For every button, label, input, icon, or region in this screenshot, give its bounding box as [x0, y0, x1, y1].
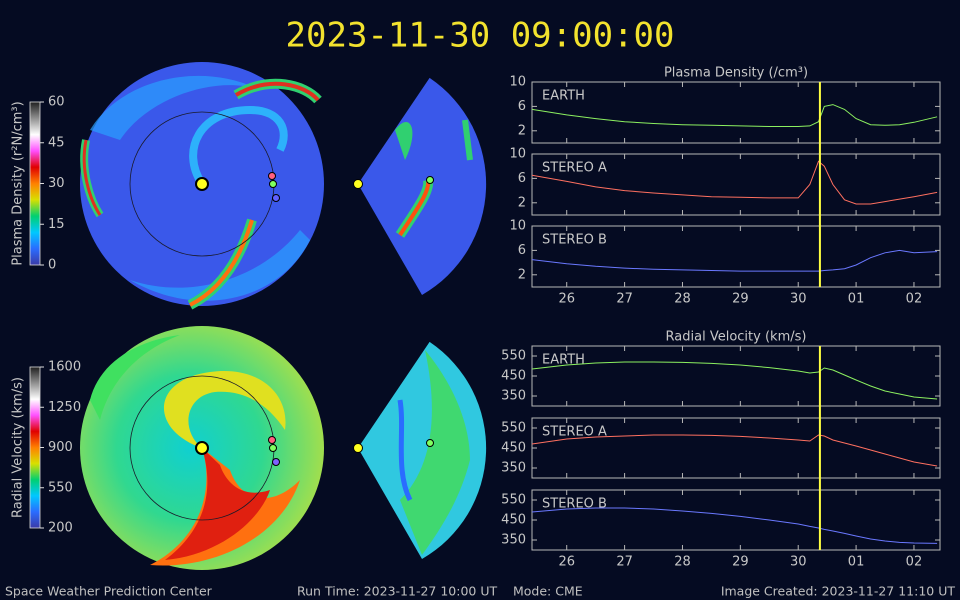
x-tick-label: 02 — [906, 555, 923, 570]
panel-label: EARTH — [542, 353, 585, 368]
velocity-map — [80, 326, 487, 570]
y-tick-label: 2 — [518, 195, 526, 210]
x-tick-label: 01 — [848, 555, 865, 570]
chart-title: Radial Velocity (km/s) — [666, 330, 807, 345]
colorbar-tick-label: 1600 — [48, 360, 81, 375]
colorbar-tick-label: 15 — [48, 217, 65, 232]
footer-created: Image Created: 2023-11-27 11:10 UT — [721, 584, 956, 599]
y-tick-label: 6 — [518, 171, 526, 186]
y-tick-label: 6 — [518, 99, 526, 114]
x-tick-label: 28 — [674, 555, 691, 570]
data-line — [531, 434, 938, 467]
panel — [531, 225, 941, 288]
colorbar-label: Plasma Density (r²N/cm³) — [11, 101, 26, 265]
x-tick-label: 27 — [616, 292, 633, 307]
x-tick-label: 29 — [732, 555, 749, 570]
panel-label: STEREO B — [542, 233, 607, 248]
y-tick-label: 6 — [518, 243, 526, 258]
footer-run-time: Run Time: 2023-11-27 10:00 UT — [297, 584, 497, 599]
colorbar-tick-label: 45 — [48, 135, 65, 150]
colorbar-tick-label: 30 — [48, 176, 65, 191]
y-tick-label: 450 — [501, 441, 526, 456]
colorbar-tick-label: 60 — [48, 95, 65, 110]
footer-org: Space Weather Prediction Center — [5, 584, 213, 599]
colorbar-tick-label: 900 — [48, 440, 73, 455]
y-tick-label: 550 — [501, 421, 526, 436]
colorbar-tick-label: 550 — [48, 480, 73, 495]
data-line — [531, 160, 938, 205]
panel-label: STEREO B — [542, 497, 607, 512]
x-tick-label: 02 — [906, 292, 923, 307]
footer-mode: Mode: CME — [513, 584, 583, 599]
colorbar-tick-label: 1250 — [48, 400, 81, 415]
data-line — [531, 104, 938, 127]
data-line — [531, 507, 938, 544]
y-tick-label: 10 — [509, 75, 526, 90]
density-map — [80, 62, 487, 310]
data-line — [531, 361, 938, 400]
y-tick-label: 550 — [501, 349, 526, 364]
y-tick-label: 450 — [501, 369, 526, 384]
y-tick-label: 450 — [501, 513, 526, 528]
x-tick-label: 30 — [790, 555, 807, 570]
panel-label: STEREO A — [542, 425, 607, 440]
y-tick-label: 350 — [501, 533, 526, 548]
colorbar — [29, 366, 41, 529]
data-line — [531, 249, 938, 272]
bodies — [195, 172, 434, 466]
x-tick-label: 26 — [558, 292, 575, 307]
y-tick-label: 10 — [509, 147, 526, 162]
colorbar-label: Radial Velocity (km/s) — [11, 377, 26, 518]
title: 2023-11-30 09:00:00 — [286, 16, 675, 56]
y-tick-label: 350 — [501, 461, 526, 476]
x-tick-label: 26 — [558, 555, 575, 570]
colorbar — [29, 101, 41, 266]
colorbar-tick-label: 200 — [48, 521, 73, 536]
y-tick-label: 350 — [501, 389, 526, 404]
panel-label: EARTH — [542, 89, 585, 104]
panel — [531, 81, 941, 144]
y-tick-label: 550 — [501, 493, 526, 508]
y-tick-label: 2 — [518, 123, 526, 138]
x-tick-label: 27 — [616, 555, 633, 570]
chart-title: Plasma Density (/cm³) — [664, 66, 808, 81]
x-tick-label: 29 — [732, 292, 749, 307]
y-tick-label: 2 — [518, 267, 526, 282]
x-tick-label: 28 — [674, 292, 691, 307]
colorbar-tick-label: 0 — [48, 258, 56, 273]
x-tick-label: 30 — [790, 292, 807, 307]
x-tick-label: 01 — [848, 292, 865, 307]
y-tick-label: 10 — [509, 219, 526, 234]
panel-label: STEREO A — [542, 161, 607, 176]
panel — [531, 153, 941, 216]
